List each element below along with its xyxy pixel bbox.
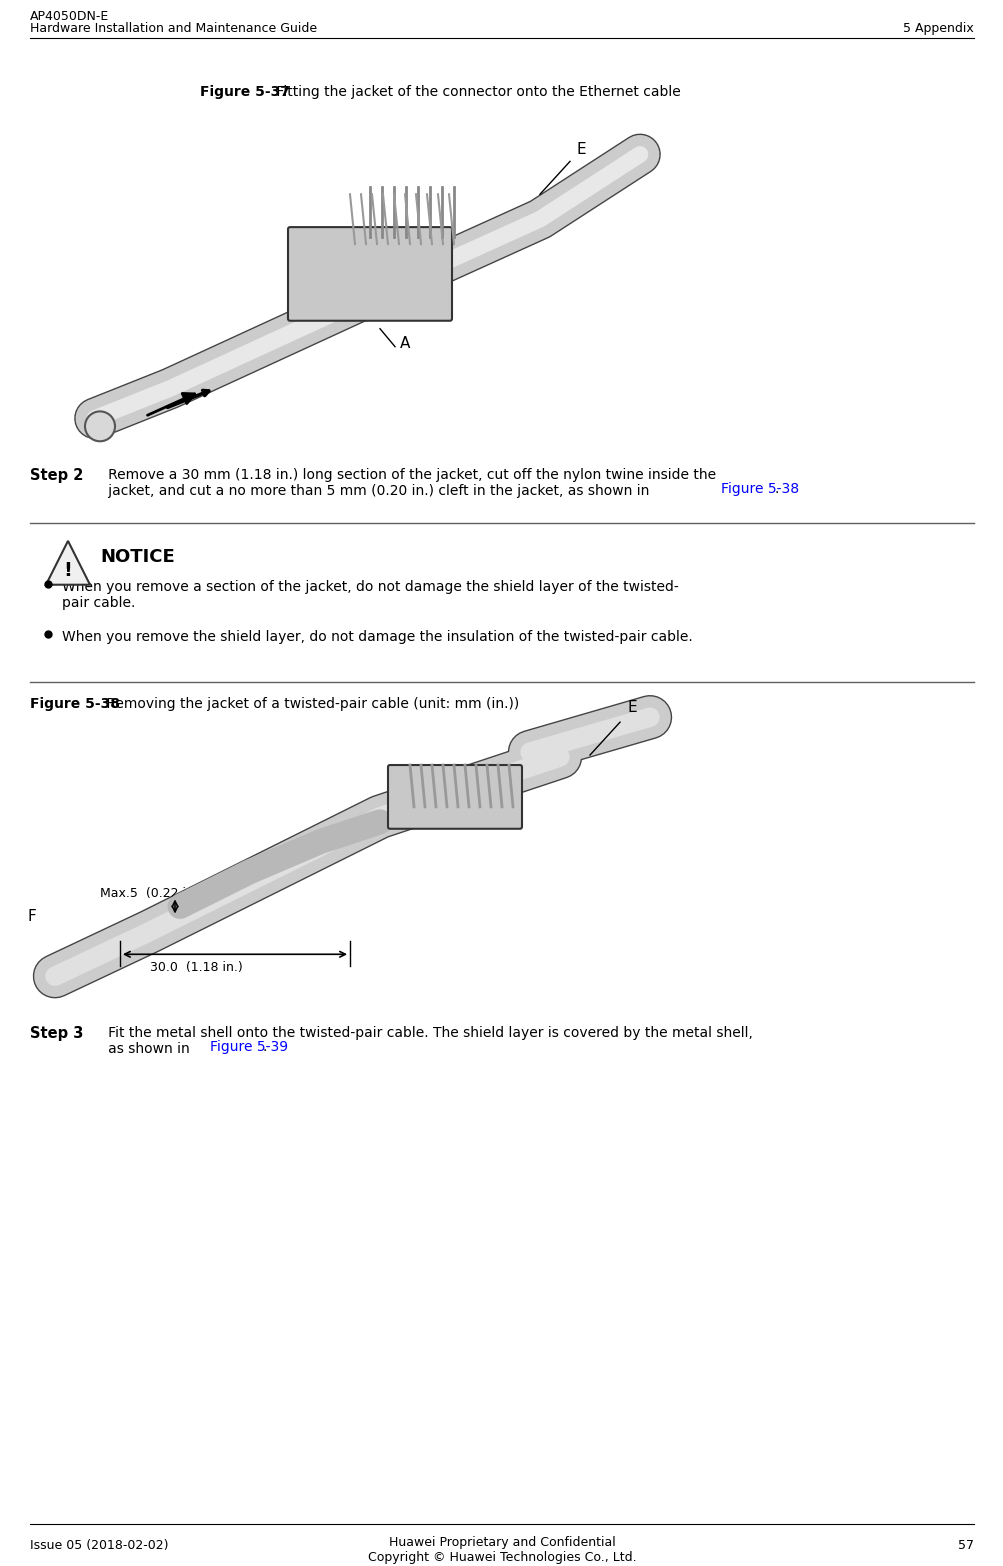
Text: 30.0  (1.18 in.): 30.0 (1.18 in.) (149, 962, 243, 974)
Text: When you remove the shield layer, do not damage the insulation of the twisted-pa: When you remove the shield layer, do not… (62, 630, 692, 644)
Text: 57: 57 (957, 1539, 973, 1552)
Text: E: E (627, 700, 637, 716)
Polygon shape (46, 540, 90, 584)
Text: AP4050DN-E: AP4050DN-E (30, 9, 109, 23)
Text: NOTICE: NOTICE (100, 548, 175, 565)
Text: Remove a 30 mm (1.18 in.) long section of the jacket, cut off the nylon twine in: Remove a 30 mm (1.18 in.) long section o… (95, 468, 715, 498)
Text: Figure 5-38: Figure 5-38 (720, 482, 798, 496)
Text: Huawei Proprietary and Confidential: Huawei Proprietary and Confidential (388, 1536, 615, 1549)
Text: Figure 5-38: Figure 5-38 (30, 697, 120, 711)
Text: 5 Appendix: 5 Appendix (903, 22, 973, 34)
FancyBboxPatch shape (288, 227, 451, 321)
Text: A: A (399, 335, 410, 351)
Text: When you remove a section of the jacket, do not damage the shield layer of the t: When you remove a section of the jacket,… (62, 579, 678, 609)
Text: Issue 05 (2018-02-02): Issue 05 (2018-02-02) (30, 1539, 169, 1552)
Text: Step 3: Step 3 (30, 1026, 83, 1041)
Text: .: . (263, 1040, 267, 1054)
Text: Max.5  (0.22 in.): Max.5 (0.22 in.) (100, 886, 203, 899)
Text: .: . (774, 482, 778, 496)
Text: E: E (577, 143, 586, 158)
Text: Figure 5-37: Figure 5-37 (200, 85, 290, 99)
Text: Copyright © Huawei Technologies Co., Ltd.: Copyright © Huawei Technologies Co., Ltd… (367, 1550, 636, 1564)
FancyBboxPatch shape (387, 766, 522, 828)
Text: Figure 5-39: Figure 5-39 (210, 1040, 288, 1054)
Circle shape (85, 412, 115, 442)
Text: Removing the jacket of a twisted-pair cable (unit: mm (in.)): Removing the jacket of a twisted-pair ca… (102, 697, 519, 711)
Text: !: ! (63, 561, 72, 581)
Text: Fit the metal shell onto the twisted-pair cable. The shield layer is covered by : Fit the metal shell onto the twisted-pai… (95, 1026, 752, 1055)
Text: Hardware Installation and Maintenance Guide: Hardware Installation and Maintenance Gu… (30, 22, 317, 34)
Text: F: F (28, 908, 37, 924)
Text: Step 2: Step 2 (30, 468, 83, 484)
Text: Fitting the jacket of the connector onto the Ethernet cable: Fitting the jacket of the connector onto… (272, 85, 680, 99)
